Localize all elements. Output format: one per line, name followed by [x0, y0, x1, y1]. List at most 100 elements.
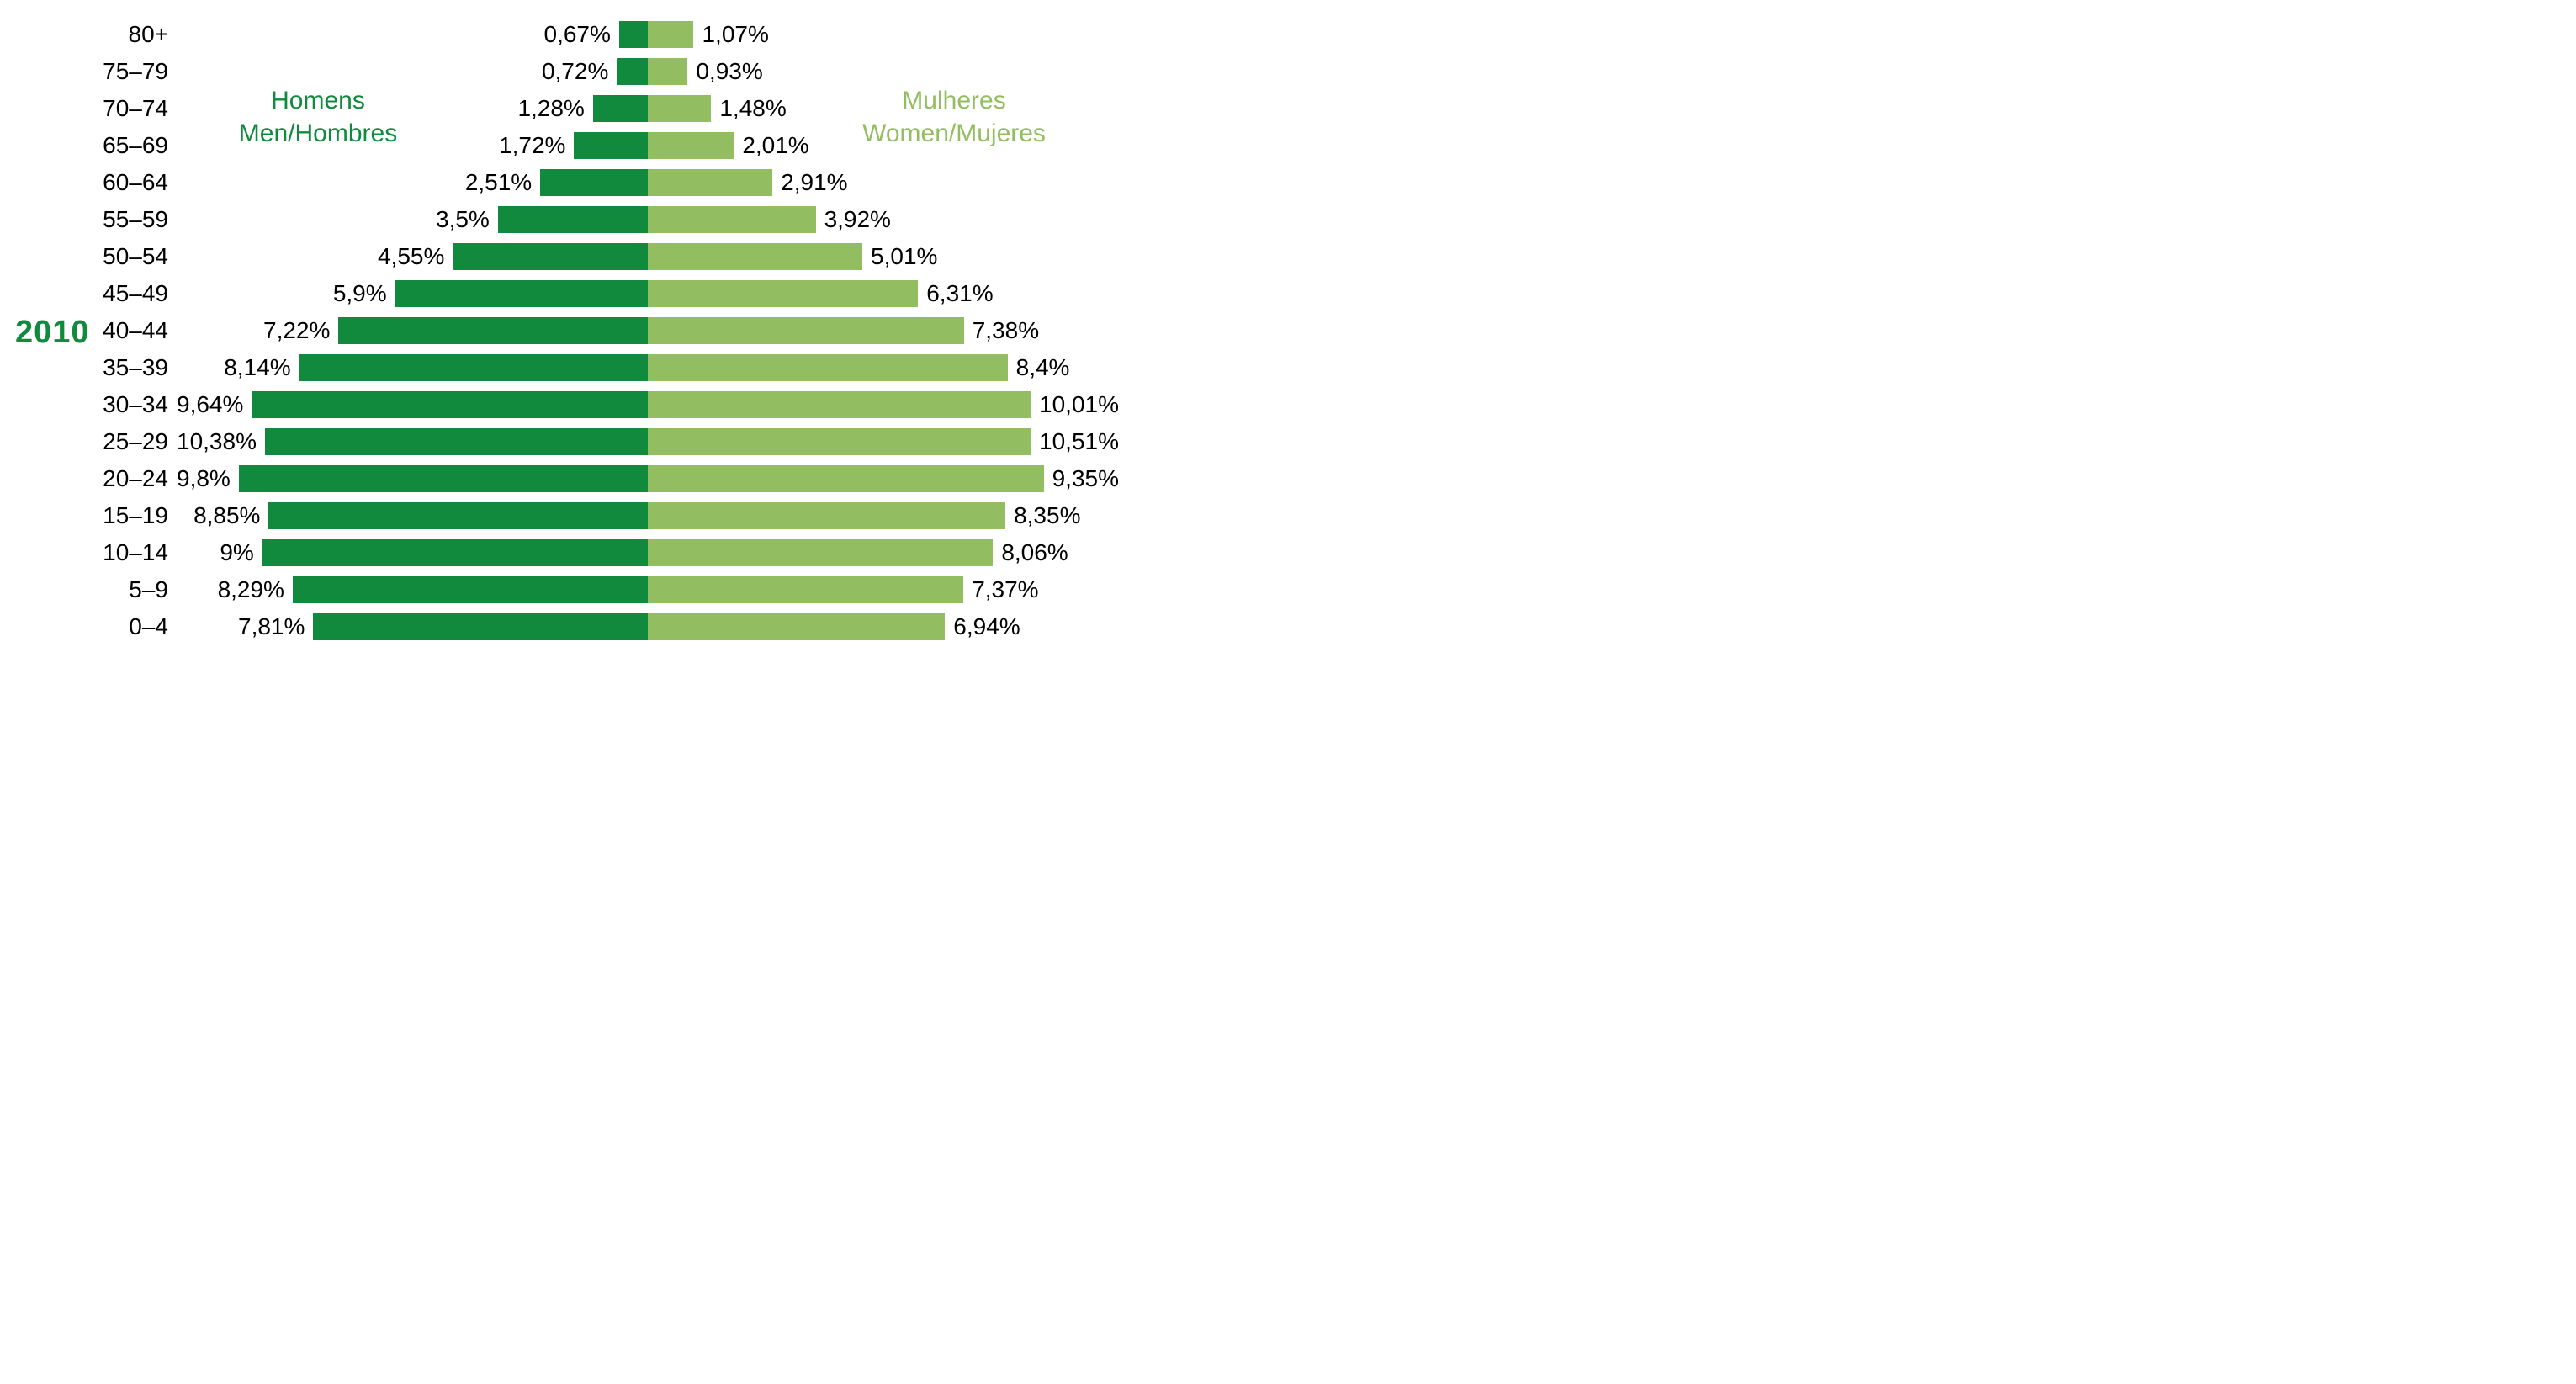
legend-men-line1: Homens [239, 84, 397, 117]
women-bar [648, 502, 1005, 530]
year-label: 2010 [15, 315, 90, 351]
pyramid-row: 45–49 5,9% 6,31% [34, 276, 1186, 311]
age-label: 20–24 [34, 465, 177, 492]
women-side: 6,94% [648, 609, 1119, 644]
women-value-label: 5,01% [871, 243, 937, 270]
men-value-label: 7,81% [238, 613, 305, 640]
age-label: 5–9 [34, 576, 177, 603]
pyramid-row: 80+0,67%1,07% [34, 17, 1186, 52]
men-side: 0,67% [177, 17, 648, 52]
women-value-label: 2,01% [742, 132, 808, 159]
men-side: 5,9% [177, 276, 648, 311]
women-bar [648, 465, 1044, 493]
women-side: 10,01% [648, 387, 1119, 422]
women-side: 8,35% [648, 498, 1119, 533]
women-bar [648, 58, 687, 86]
men-side: 8,14% [177, 350, 648, 385]
men-bar [540, 169, 648, 197]
women-bar [648, 132, 734, 160]
women-value-label: 6,31% [926, 280, 993, 307]
men-value-label: 0,67% [544, 21, 611, 48]
women-value-label: 7,38% [973, 317, 1039, 344]
pyramid-chart: 2010 Homens Men/Hombres Mulheres Women/M… [0, 0, 1220, 671]
men-value-label: 5,9% [333, 280, 387, 307]
men-bar [313, 613, 648, 641]
women-side: 8,06% [648, 535, 1119, 570]
women-value-label: 9,35% [1052, 465, 1119, 492]
men-side: 10,38% [177, 424, 648, 459]
women-side: 5,01% [648, 239, 1119, 274]
women-bar [648, 539, 993, 567]
pyramid-row: 40–447,22%7,38% [34, 313, 1186, 348]
men-bar [262, 539, 648, 567]
women-bar [648, 169, 772, 197]
women-bar [648, 391, 1031, 419]
women-value-label: 6,94% [953, 613, 1020, 640]
women-bar [648, 206, 816, 234]
age-label: 10–14 [34, 539, 177, 566]
women-value-label: 8,4% [1016, 354, 1070, 381]
women-value-label: 0,93% [696, 58, 762, 85]
women-bar [648, 280, 918, 308]
men-value-label: 8,14% [224, 354, 290, 381]
men-side: 9,8% [177, 461, 648, 496]
women-bar [648, 354, 1008, 382]
women-value-label: 3,92% [824, 206, 891, 233]
women-bar [648, 21, 693, 49]
women-side: 2,91% [648, 165, 1119, 200]
men-value-label: 10,38% [177, 428, 257, 455]
women-side: 7,37% [648, 572, 1119, 607]
men-value-label: 8,29% [218, 576, 284, 603]
men-value-label: 8,85% [193, 502, 260, 529]
men-value-label: 3,5% [436, 206, 490, 233]
women-value-label: 8,35% [1014, 502, 1080, 529]
men-bar [593, 95, 648, 123]
pyramid-row: 25–2910,38%10,51% [34, 424, 1186, 459]
women-value-label: 8,06% [1001, 539, 1068, 566]
men-value-label: 9,64% [177, 391, 243, 418]
women-value-label: 7,37% [972, 576, 1038, 603]
age-label: 45–49 [34, 280, 177, 307]
men-bar [498, 206, 648, 234]
age-label: 65–69 [34, 132, 177, 159]
pyramid-row: 60–64 2,51% 2,91% [34, 165, 1186, 200]
women-bar [648, 613, 945, 641]
men-bar [265, 428, 648, 456]
pyramid-row: 15–19 8,85% 8,35% [34, 498, 1186, 533]
men-bar [293, 576, 648, 604]
pyramid-row: 55–59 3,5% 3,92% [34, 202, 1186, 237]
men-side: 2,51% [177, 165, 648, 200]
pyramid-row: 0–4 7,81% 6,94% [34, 609, 1186, 644]
men-side: 7,81% [177, 609, 648, 644]
men-bar [252, 391, 648, 419]
women-bar [648, 428, 1031, 456]
age-label: 0–4 [34, 613, 177, 640]
women-side: 6,31% [648, 276, 1119, 311]
legend-women-line2: Women/Mujeres [862, 117, 1046, 150]
legend-men: Homens Men/Hombres [239, 84, 397, 150]
men-value-label: 9,8% [177, 465, 231, 492]
men-value-label: 2,51% [465, 169, 532, 196]
legend-men-line2: Men/Hombres [239, 117, 397, 150]
women-value-label: 10,51% [1039, 428, 1119, 455]
men-bar [453, 243, 648, 271]
men-bar [574, 132, 648, 160]
men-side: 7,22% [177, 313, 648, 348]
men-side: 9,64% [177, 387, 648, 422]
age-label: 55–59 [34, 206, 177, 233]
women-side: 3,92% [648, 202, 1119, 237]
age-label: 60–64 [34, 169, 177, 196]
age-label: 15–19 [34, 502, 177, 529]
women-value-label: 10,01% [1039, 391, 1119, 418]
pyramid-row: 5–9 8,29% 7,37% [34, 572, 1186, 607]
pyramid-row: 30–349,64%10,01% [34, 387, 1186, 422]
women-value-label: 2,91% [781, 169, 847, 196]
age-label: 80+ [34, 21, 177, 48]
pyramid-row: 20–249,8% 9,35% [34, 461, 1186, 496]
men-side: 9% [177, 535, 648, 570]
women-bar [648, 576, 963, 604]
women-bar [648, 317, 964, 345]
age-label: 75–79 [34, 58, 177, 85]
men-side: 8,85% [177, 498, 648, 533]
age-label: 70–74 [34, 95, 177, 122]
